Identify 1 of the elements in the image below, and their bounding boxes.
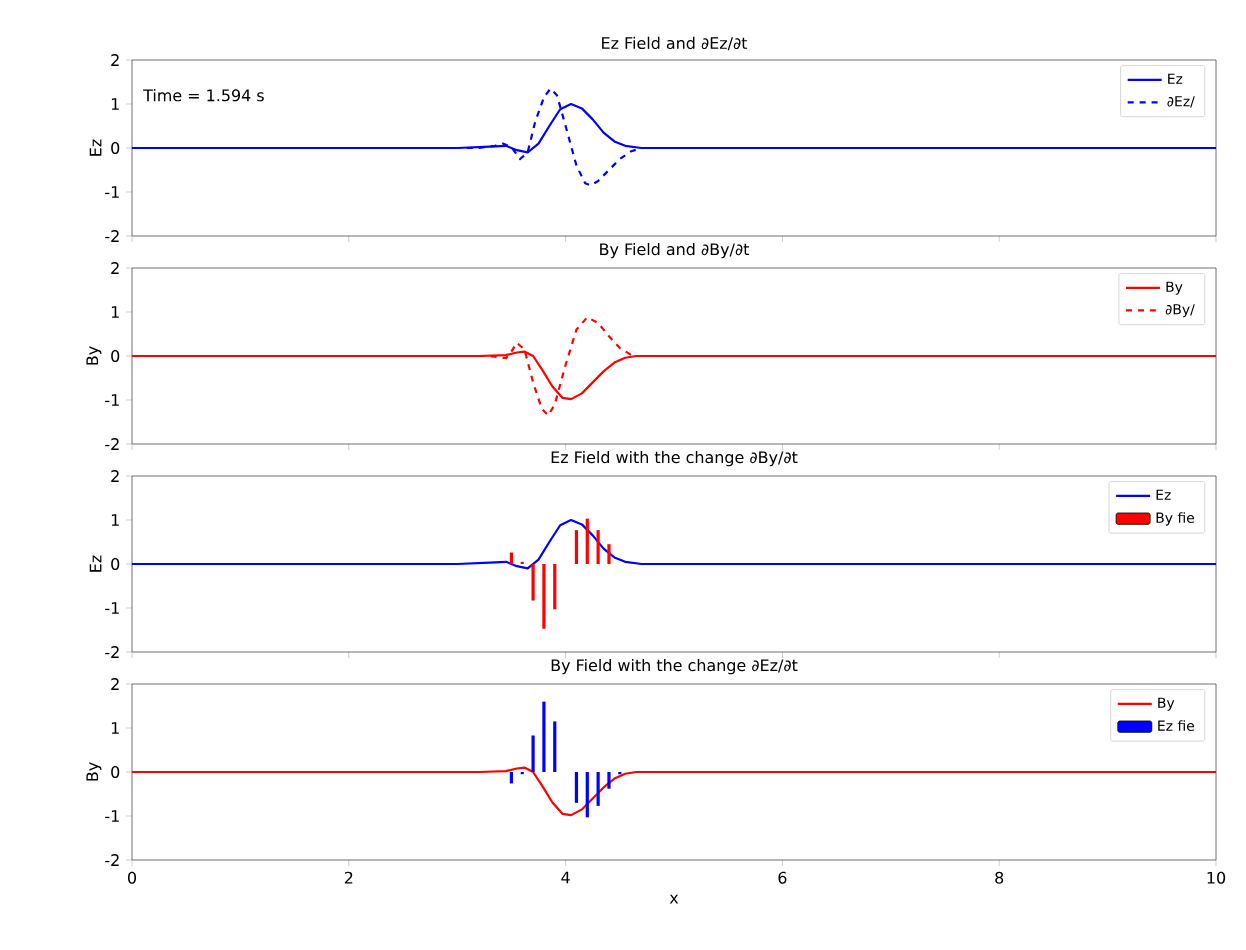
- line-series: [132, 766, 1217, 817]
